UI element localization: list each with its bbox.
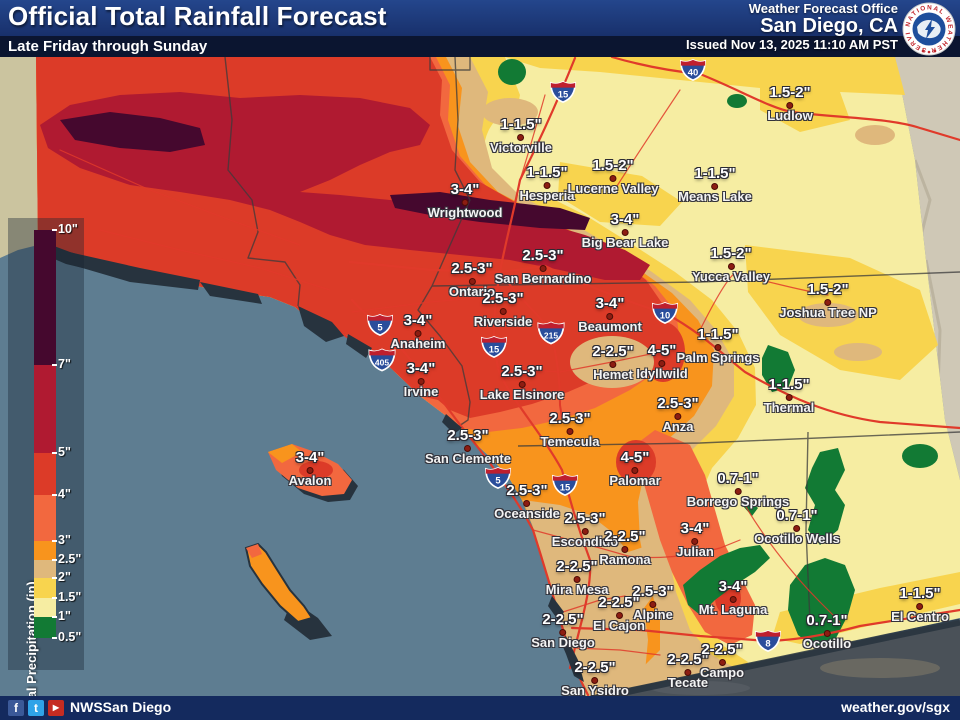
svg-text:5: 5	[377, 322, 382, 333]
issued-timestamp: Issued Nov 13, 2025 11:10 AM PST	[686, 36, 898, 52]
legend-segment	[34, 541, 56, 560]
social-account: NWSSan Diego	[70, 699, 172, 715]
green-patch-thermal	[762, 345, 795, 392]
svg-text:15: 15	[560, 482, 571, 493]
tan-patch-2	[798, 303, 858, 327]
legend-tick-label: 2.5"	[51, 552, 82, 566]
legend-segment	[34, 365, 56, 453]
county-lines	[224, 56, 960, 623]
sanclemente-tip	[246, 544, 262, 558]
green-patch-borrego	[742, 497, 758, 516]
tan-patch-4	[834, 343, 882, 361]
website-url[interactable]: weather.gov/sgx	[841, 699, 950, 715]
legend-tick-label: 4"	[52, 487, 71, 501]
catalina-west-tip	[268, 444, 302, 463]
interstate-shield-40: 40	[680, 58, 706, 81]
tan-patch-3	[855, 125, 895, 145]
svg-text:15: 15	[489, 344, 500, 355]
rain-pocket-sandiego	[523, 500, 662, 700]
legend-tick-label: 3"	[52, 533, 71, 547]
svg-text:8: 8	[765, 638, 770, 649]
svg-text:15: 15	[558, 89, 569, 100]
green-patch-2	[727, 94, 747, 108]
interstate-shield-15: 15	[481, 335, 507, 358]
logo-lightning	[925, 19, 935, 39]
legend-colorbar	[34, 230, 56, 638]
rain-lobe-lucerne	[558, 162, 682, 226]
interstate-shield-15: 15	[550, 80, 576, 103]
youtube-icon[interactable]: ▶	[48, 700, 64, 716]
mexico-terrain-shading	[820, 658, 940, 678]
legend-tick-label: 1.5"	[51, 590, 82, 604]
legend-segment	[34, 578, 56, 598]
border-shadow	[586, 618, 960, 704]
interstate-shield-5: 5	[367, 313, 393, 336]
terrain-northwest	[0, 57, 38, 258]
svg-text:10: 10	[660, 310, 671, 321]
green-patch-3	[902, 444, 938, 468]
green-patch-1	[498, 59, 526, 85]
legend-segment	[34, 617, 56, 638]
svg-text:5: 5	[495, 475, 500, 486]
office-label: Weather Forecast Office	[748, 1, 898, 16]
interstate-shield-10: 10	[652, 301, 678, 324]
legend-tick-label: 5"	[52, 445, 71, 459]
green-patch-anza-borrego	[805, 448, 845, 545]
legend-segment	[34, 230, 56, 365]
interstate-shield-8: 8	[755, 629, 781, 652]
catalina-core	[299, 461, 333, 479]
legend-segment	[34, 598, 56, 617]
legend-panel: Storm Total Precipitation (in) 10" 7" 5" 4"…	[8, 218, 84, 720]
subtitle-bar: Late Friday through Sunday	[0, 36, 960, 57]
nws-logo: NATIONAL WEATHER SERVICE	[902, 2, 956, 56]
interstate-shield-405: 405	[368, 348, 396, 372]
twitter-icon[interactable]: t	[28, 700, 44, 716]
svg-text:405: 405	[375, 358, 389, 368]
interstate-shield-215: 215	[537, 321, 565, 345]
rain-blob-palomar	[616, 440, 656, 484]
legend-tick-label: 1"	[52, 609, 71, 623]
legend-tick-label: 2"	[52, 570, 71, 584]
valid-period: Late Friday through Sunday	[8, 38, 208, 55]
sanclemente-island	[244, 542, 314, 624]
green-patch-desert-west	[683, 545, 770, 615]
header-bar: Official Total Rainfall Forecast	[0, 0, 960, 36]
legend-segment	[34, 453, 56, 495]
interstate-shield-15: 15	[552, 473, 578, 496]
legend-tick-label: 7"	[52, 357, 71, 371]
rain-core-purple-east	[390, 192, 590, 230]
legend-tick-label: 0.5"	[51, 630, 82, 644]
tan-patch-1	[482, 98, 538, 126]
legend-tick-label: 10"	[52, 222, 78, 236]
interstate-shield-5: 5	[485, 466, 511, 489]
page-title: Official Total Rainfall Forecast	[8, 1, 387, 31]
svg-text:215: 215	[544, 331, 558, 341]
facebook-icon[interactable]: f	[8, 700, 24, 716]
rain-core-purple-west	[60, 112, 205, 152]
legend-segment	[34, 495, 56, 541]
office-name: San Diego, CA	[760, 14, 898, 37]
svg-text:40: 40	[688, 67, 699, 78]
legend-segment	[34, 560, 56, 578]
office-block: Weather Forecast Office San Diego, CA Is…	[686, 2, 898, 51]
footer-bar: f t ▶ NWSSan Diego weather.gov/sgx	[0, 696, 960, 720]
coast-shadows	[38, 240, 584, 682]
